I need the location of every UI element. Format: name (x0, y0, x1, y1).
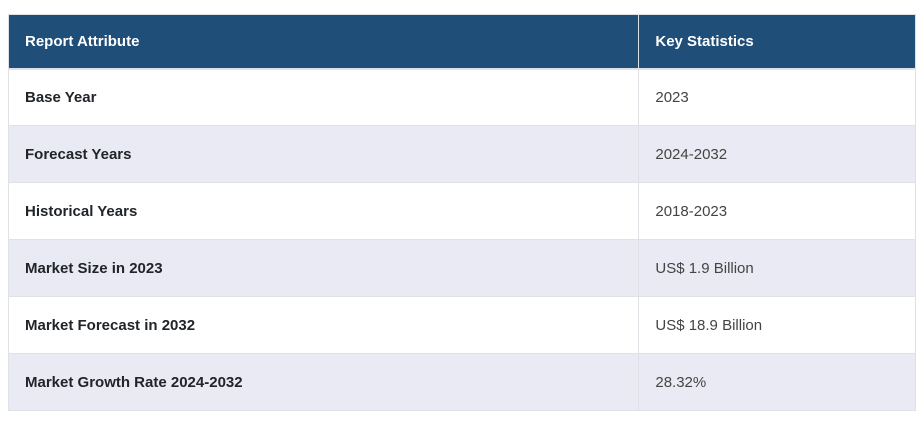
value-forecast-years: 2024-2032 (638, 125, 916, 183)
table-row: Market Forecast in 2032 US$ 18.9 Billion (7, 296, 916, 354)
value-historical-years: 2018-2023 (638, 182, 916, 240)
attribute-market-forecast-2032: Market Forecast in 2032 (7, 296, 640, 354)
attribute-forecast-years: Forecast Years (7, 125, 640, 183)
table-header-row: Report Attribute Key Statistics (7, 14, 916, 70)
table-row: Market Size in 2023 US$ 1.9 Billion (7, 239, 916, 297)
column-header-key-statistics: Key Statistics (638, 14, 916, 70)
column-header-report-attribute: Report Attribute (7, 14, 640, 70)
table-row: Base Year 2023 (7, 68, 916, 126)
attribute-market-size-2023: Market Size in 2023 (7, 239, 640, 297)
attribute-historical-years: Historical Years (7, 182, 640, 240)
report-key-statistics-table: Report Attribute Key Statistics Base Yea… (7, 14, 916, 411)
value-base-year: 2023 (638, 68, 916, 126)
value-market-growth-rate: 28.32% (638, 353, 916, 411)
value-market-forecast-2032: US$ 18.9 Billion (638, 296, 916, 354)
attribute-base-year: Base Year (7, 68, 640, 126)
table-row: Forecast Years 2024-2032 (7, 125, 916, 183)
value-market-size-2023: US$ 1.9 Billion (638, 239, 916, 297)
attribute-market-growth-rate: Market Growth Rate 2024-2032 (7, 353, 640, 411)
table-row: Market Growth Rate 2024-2032 28.32% (7, 353, 916, 411)
table-row: Historical Years 2018-2023 (7, 182, 916, 240)
